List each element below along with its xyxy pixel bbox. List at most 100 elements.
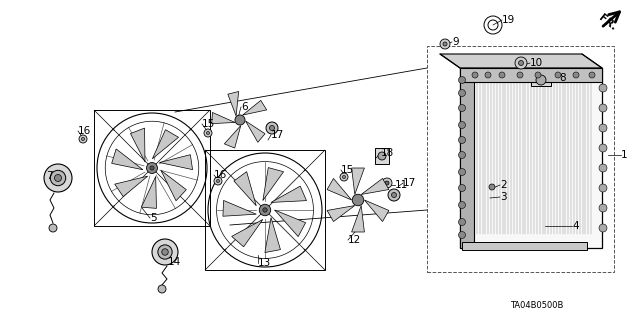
Circle shape bbox=[158, 285, 166, 293]
Circle shape bbox=[458, 137, 465, 144]
Text: 8: 8 bbox=[559, 73, 566, 83]
Circle shape bbox=[79, 135, 87, 143]
Circle shape bbox=[443, 42, 447, 46]
Polygon shape bbox=[275, 210, 306, 237]
Circle shape bbox=[589, 72, 595, 78]
Circle shape bbox=[378, 152, 386, 160]
Polygon shape bbox=[228, 92, 239, 116]
Circle shape bbox=[392, 192, 397, 197]
Text: 14: 14 bbox=[168, 257, 181, 267]
Circle shape bbox=[206, 131, 210, 135]
Text: TA04B0500B: TA04B0500B bbox=[510, 300, 563, 309]
Bar bbox=[460, 68, 602, 248]
Circle shape bbox=[458, 232, 465, 239]
Text: 17: 17 bbox=[271, 130, 284, 140]
Circle shape bbox=[458, 168, 465, 175]
Text: 10: 10 bbox=[530, 58, 543, 68]
Circle shape bbox=[54, 174, 61, 182]
Bar bbox=[375, 148, 389, 164]
Circle shape bbox=[536, 75, 546, 85]
Circle shape bbox=[485, 72, 491, 78]
Circle shape bbox=[518, 61, 524, 65]
Circle shape bbox=[535, 72, 541, 78]
Circle shape bbox=[499, 72, 505, 78]
Polygon shape bbox=[440, 54, 602, 68]
Circle shape bbox=[388, 189, 400, 201]
Circle shape bbox=[458, 219, 465, 226]
Polygon shape bbox=[212, 113, 235, 124]
Circle shape bbox=[49, 224, 57, 232]
Circle shape bbox=[158, 245, 172, 259]
Circle shape bbox=[517, 72, 523, 78]
Circle shape bbox=[555, 72, 561, 78]
Polygon shape bbox=[327, 205, 355, 221]
Polygon shape bbox=[152, 130, 179, 159]
Circle shape bbox=[340, 173, 348, 181]
Text: 19: 19 bbox=[502, 15, 515, 25]
Circle shape bbox=[599, 164, 607, 172]
Circle shape bbox=[458, 77, 465, 84]
Polygon shape bbox=[364, 200, 389, 221]
Circle shape bbox=[440, 39, 450, 49]
Circle shape bbox=[162, 249, 168, 255]
Circle shape bbox=[385, 181, 389, 185]
Circle shape bbox=[235, 115, 245, 125]
Text: 17: 17 bbox=[403, 178, 416, 188]
Polygon shape bbox=[223, 200, 256, 216]
Text: 6: 6 bbox=[241, 102, 248, 112]
Circle shape bbox=[599, 224, 607, 232]
Polygon shape bbox=[159, 155, 193, 170]
Circle shape bbox=[458, 90, 465, 97]
Text: 16: 16 bbox=[214, 170, 227, 180]
Circle shape bbox=[458, 152, 465, 159]
Text: 15: 15 bbox=[202, 119, 215, 129]
Circle shape bbox=[263, 208, 268, 212]
Text: 2: 2 bbox=[500, 180, 507, 190]
Text: 7: 7 bbox=[46, 171, 52, 181]
Circle shape bbox=[599, 84, 607, 92]
Circle shape bbox=[599, 204, 607, 212]
Circle shape bbox=[599, 124, 607, 132]
Polygon shape bbox=[246, 121, 265, 142]
Text: 16: 16 bbox=[78, 126, 92, 136]
Text: FR.: FR. bbox=[597, 13, 618, 33]
Circle shape bbox=[51, 170, 66, 186]
Polygon shape bbox=[271, 186, 307, 203]
Polygon shape bbox=[351, 168, 364, 195]
Text: 4: 4 bbox=[572, 221, 579, 231]
Circle shape bbox=[458, 202, 465, 209]
Circle shape bbox=[81, 137, 84, 141]
Text: 9: 9 bbox=[452, 37, 459, 47]
Circle shape bbox=[204, 129, 212, 137]
Bar bbox=[460, 68, 474, 248]
Circle shape bbox=[259, 204, 271, 216]
Circle shape bbox=[266, 122, 278, 134]
Text: 18: 18 bbox=[381, 148, 394, 158]
Bar bbox=[460, 68, 602, 82]
Text: 1: 1 bbox=[621, 150, 628, 160]
Text: 15: 15 bbox=[341, 165, 355, 175]
Circle shape bbox=[216, 179, 220, 182]
Text: 13: 13 bbox=[258, 258, 271, 268]
Polygon shape bbox=[224, 126, 241, 148]
Circle shape bbox=[515, 57, 527, 69]
Circle shape bbox=[150, 166, 154, 170]
Circle shape bbox=[573, 72, 579, 78]
Polygon shape bbox=[131, 128, 145, 162]
Polygon shape bbox=[243, 100, 267, 115]
Polygon shape bbox=[351, 205, 364, 232]
Bar bbox=[94, 110, 210, 226]
Bar bbox=[427, 46, 614, 272]
Circle shape bbox=[352, 194, 364, 206]
Circle shape bbox=[44, 164, 72, 192]
Circle shape bbox=[152, 239, 178, 265]
Circle shape bbox=[599, 104, 607, 112]
Polygon shape bbox=[483, 193, 494, 203]
Circle shape bbox=[458, 184, 465, 191]
Circle shape bbox=[382, 178, 392, 188]
Bar bbox=[462, 242, 587, 250]
Circle shape bbox=[458, 122, 465, 129]
Text: 11: 11 bbox=[395, 180, 408, 190]
Polygon shape bbox=[234, 172, 256, 206]
Circle shape bbox=[342, 175, 346, 179]
